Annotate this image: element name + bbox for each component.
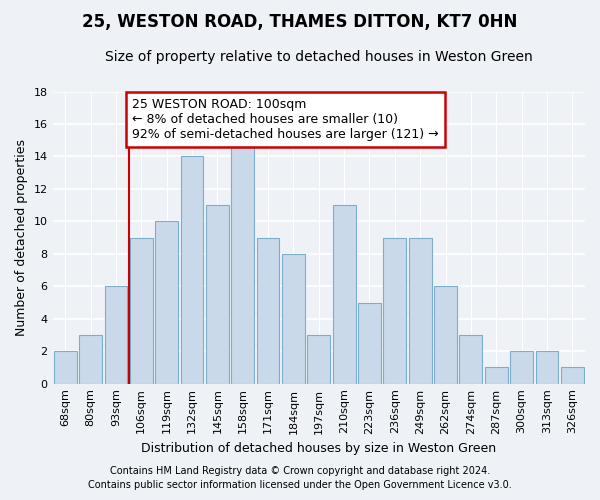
Title: Size of property relative to detached houses in Weston Green: Size of property relative to detached ho… <box>105 50 533 64</box>
Bar <box>130 238 152 384</box>
X-axis label: Distribution of detached houses by size in Weston Green: Distribution of detached houses by size … <box>141 442 496 455</box>
Bar <box>307 335 330 384</box>
Bar <box>460 335 482 384</box>
Bar <box>155 222 178 384</box>
Bar <box>536 351 559 384</box>
Bar <box>485 368 508 384</box>
Bar <box>510 351 533 384</box>
Y-axis label: Number of detached properties: Number of detached properties <box>15 139 28 336</box>
Bar <box>257 238 280 384</box>
Bar <box>104 286 127 384</box>
Text: Contains HM Land Registry data © Crown copyright and database right 2024.
Contai: Contains HM Land Registry data © Crown c… <box>88 466 512 490</box>
Text: 25, WESTON ROAD, THAMES DITTON, KT7 0HN: 25, WESTON ROAD, THAMES DITTON, KT7 0HN <box>82 12 518 30</box>
Text: 25 WESTON ROAD: 100sqm
← 8% of detached houses are smaller (10)
92% of semi-deta: 25 WESTON ROAD: 100sqm ← 8% of detached … <box>133 98 439 141</box>
Bar <box>206 205 229 384</box>
Bar <box>383 238 406 384</box>
Bar <box>434 286 457 384</box>
Bar <box>231 140 254 384</box>
Bar <box>561 368 584 384</box>
Bar <box>181 156 203 384</box>
Bar <box>333 205 356 384</box>
Bar <box>79 335 102 384</box>
Bar <box>358 302 381 384</box>
Bar <box>282 254 305 384</box>
Bar <box>409 238 431 384</box>
Bar <box>54 351 77 384</box>
